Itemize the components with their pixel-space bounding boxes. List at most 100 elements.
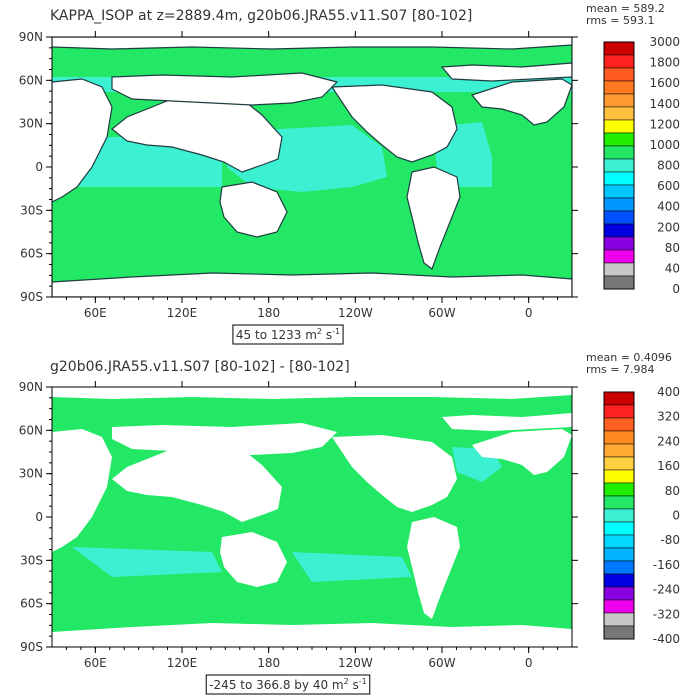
colorbar-segment: [603, 586, 635, 601]
land: [52, 387, 572, 647]
colorbar-segment: [603, 417, 635, 432]
landmass: [219, 181, 288, 238]
y-tick-label: 60S: [20, 247, 43, 261]
colorbar-label: 1000: [649, 138, 680, 152]
colorbar-label: -400: [653, 632, 680, 646]
colorbar-label: -160: [653, 558, 680, 572]
colorbar-segment: [603, 430, 635, 445]
colorbar-segment: [603, 249, 635, 264]
y-tick-label: 30S: [20, 203, 43, 217]
colorbar-label: -80: [660, 533, 680, 547]
y-tick-label: 90S: [20, 290, 43, 304]
range-part: -1: [359, 677, 367, 686]
range-part: s: [322, 328, 332, 342]
colorbar-label: 3000: [649, 35, 680, 49]
range-part: -245 to 366.8 by 40 m: [209, 678, 343, 692]
landmass: [407, 517, 460, 619]
colorbar-segment: [603, 404, 635, 419]
y-tick-label: 30N: [19, 117, 43, 131]
x-tick-label: 120E: [167, 306, 198, 320]
colorbar-segment: [603, 573, 635, 588]
colorbar-label: 400: [657, 200, 680, 214]
y-tick-label: 90N: [19, 380, 43, 394]
y-tick-label: 60S: [20, 597, 43, 611]
range-part: -1: [332, 327, 340, 336]
colorbar-label: 1600: [649, 76, 680, 90]
range-label: 45 to 1233 m2 s-1: [236, 327, 340, 342]
colorbar-segment: [603, 599, 635, 614]
chart-panel-1: KAPPA_ISOP at z=2889.4m, g20b06.JRA55.v1…: [19, 2, 680, 345]
colorbar-label: 80: [665, 241, 680, 255]
chart-title: g20b06.JRA55.v11.S07 [80-102] - [80-102]: [50, 359, 350, 375]
colorbar-segment: [603, 145, 635, 160]
colorbar-frame: [603, 41, 635, 290]
colorbar-label: 1800: [649, 56, 680, 70]
landmass: [442, 413, 572, 431]
colorbar-segment: [603, 119, 635, 134]
range-box: [205, 674, 371, 695]
colorbar-label: 0: [672, 509, 680, 523]
colorbar-label: 160: [657, 459, 680, 473]
landmass: [112, 423, 337, 455]
y-tick-label: 60N: [19, 423, 43, 437]
landmass: [52, 429, 112, 552]
x-tick-label: 0: [525, 656, 533, 670]
y-tick-label: 90N: [19, 30, 43, 44]
colorbar-frame: [603, 391, 635, 640]
colorbar-segment: [603, 93, 635, 108]
chart-title: KAPPA_ISOP at z=2889.4m, g20b06.JRA55.v1…: [50, 8, 472, 24]
colorbar-label: -240: [653, 583, 680, 597]
colorbar-segment: [603, 625, 635, 640]
colorbar-label: 600: [657, 179, 680, 193]
x-tick-label: 0: [525, 306, 533, 320]
landmass: [112, 445, 282, 522]
landmass: [52, 623, 572, 647]
colorbar-segment: [603, 612, 635, 627]
colorbar-label: 0: [672, 282, 680, 296]
range-label: -245 to 366.8 by 40 m2 s-1: [209, 677, 367, 692]
x-tick-label: 120W: [338, 656, 373, 670]
colorbar-segment: [603, 560, 635, 575]
colorbar-label: 320: [657, 410, 680, 424]
colorbar-segment: [603, 41, 635, 56]
landmass: [220, 532, 287, 587]
x-tick-label: 120E: [167, 656, 198, 670]
y-tick-label: 30N: [19, 467, 43, 481]
landmass: [52, 272, 572, 297]
x-tick-label: 180: [257, 656, 280, 670]
colorbar-segment: [603, 469, 635, 484]
y-tick-label: 90S: [20, 640, 43, 654]
map-field: [52, 37, 572, 297]
colorbar-segment: [603, 391, 635, 406]
x-tick-label: 60W: [428, 306, 455, 320]
colorbar-segment: [603, 132, 635, 147]
colorbar-label: 80: [665, 484, 680, 498]
stat-rms: rms = 593.1: [586, 14, 654, 27]
landmass: [472, 429, 572, 475]
colorbar-label: 400: [657, 385, 680, 399]
landmass: [332, 435, 457, 512]
y-tick-label: 0: [35, 510, 43, 524]
colorbar-segment: [603, 275, 635, 290]
landmass: [52, 78, 113, 203]
colorbar-label: 40: [665, 261, 680, 275]
landmass: [440, 62, 572, 82]
colorbar-segment: [603, 171, 635, 186]
stat-mean: mean = 589.2: [586, 2, 665, 15]
landmass: [330, 84, 458, 163]
field-regions: [72, 447, 502, 582]
landmass: [406, 166, 461, 270]
southern-patch-2: [292, 552, 412, 582]
colorbar-segment: [603, 197, 635, 212]
range-part: s: [349, 678, 359, 692]
colorbar-label: 1400: [649, 97, 680, 111]
colorbar-label: 800: [657, 159, 680, 173]
range-part: 2: [344, 677, 349, 686]
landmass: [52, 387, 572, 399]
range-part: 45 to 1233 m: [236, 328, 317, 342]
colorbar-segment: [603, 67, 635, 82]
y-tick-label: 0: [35, 160, 43, 174]
colorbar-segment: [603, 521, 635, 536]
colorbar-segment: [603, 106, 635, 121]
